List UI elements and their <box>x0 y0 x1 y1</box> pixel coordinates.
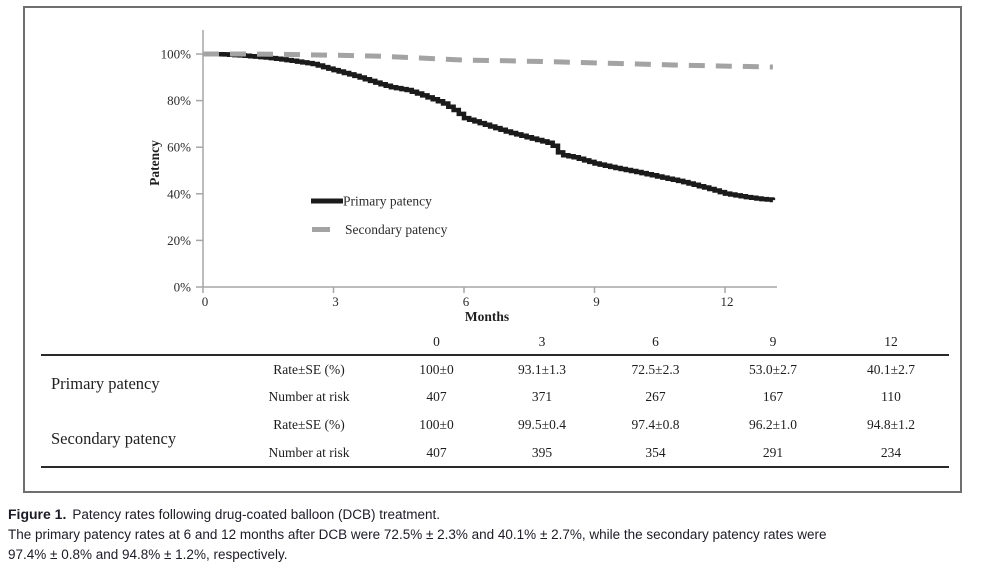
chart-series <box>203 51 776 203</box>
table-cell: 40.1±2.7 <box>867 361 915 377</box>
header-spacer <box>41 329 231 356</box>
patency-table: 0 3 6 9 12 Primary patency Rate±SE (%) 1… <box>41 329 949 468</box>
primary-patency-curve <box>203 51 776 203</box>
caption-body-line-2: 97.4% ± 0.8% and 94.8% ± 1.2%, respectiv… <box>8 547 288 562</box>
table-cell: 167 <box>762 389 784 404</box>
row-label: Number at risk <box>268 389 350 404</box>
group-label-secondary-patency: Secondary patency <box>51 428 177 448</box>
header-spacer <box>231 329 387 356</box>
group-label-primary-patency: Primary patency <box>51 373 160 393</box>
x-axis-ticks: 0 3 6 9 12 <box>202 287 734 309</box>
table-cell: 93.1±1.3 <box>518 361 566 377</box>
figure-caption: Figure 1. Patency rates following drug-co… <box>8 504 1000 565</box>
table-cell: 97.4±0.8 <box>631 417 680 432</box>
x-tick-label: 9 <box>593 294 600 309</box>
x-tick-label: 0 <box>202 294 209 309</box>
y-tick-label: 100% <box>161 47 192 62</box>
y-tick-label: 20% <box>167 233 191 248</box>
legend-secondary-label: Secondary patency <box>345 222 448 237</box>
table-cell: 354 <box>645 444 666 460</box>
x-tick-label: 6 <box>463 294 470 309</box>
table-cell: 234 <box>880 444 902 460</box>
y-axis-title: Patency <box>147 140 162 186</box>
x-axis-title: Months <box>465 309 509 324</box>
table-cell: 100±0 <box>419 417 454 432</box>
table-cell: 100±0 <box>419 361 454 377</box>
row-label: Rate±SE (%) <box>273 361 345 377</box>
column-header-month-9: 9 <box>713 329 833 356</box>
table-cell: 395 <box>531 444 553 460</box>
patency-chart: 0% 20% 40% 60% 80% 100% 0 3 6 9 12 Months Patency… <box>147 30 777 324</box>
column-header-month-12: 12 <box>833 329 949 356</box>
y-tick-label: 80% <box>167 93 191 108</box>
column-header-month-3: 3 <box>486 329 598 356</box>
caption-body-line-1: The primary patency rates at 6 and 12 mo… <box>8 527 827 542</box>
row-label: Number at risk <box>268 444 350 460</box>
y-tick-label: 60% <box>167 140 191 155</box>
caption-title-line: Figure 1. Patency rates following drug-co… <box>8 504 1000 525</box>
caption-title-text: Patency rates following drug-coated ball… <box>72 507 441 522</box>
column-header-month-6: 6 <box>598 329 713 356</box>
x-tick-label: 3 <box>332 294 339 309</box>
table-cell: 407 <box>426 444 447 460</box>
legend-primary-label: Primary patency <box>343 194 432 209</box>
table-cell: 94.8±1.2 <box>867 417 915 432</box>
table-cell: 407 <box>426 389 447 404</box>
table-row: Number at risk 407 395 354 291 234 <box>41 439 949 467</box>
table-cell: 291 <box>762 444 784 460</box>
y-axis-ticks: 0% 20% 40% 60% 80% 100% <box>161 47 203 295</box>
table-row: Number at risk 407 371 267 167 110 <box>41 383 949 411</box>
figure-panel: 0% 20% 40% 60% 80% 100% 0 3 6 9 12 Months Patency… <box>23 6 962 493</box>
table-cell: 110 <box>881 389 901 404</box>
figure-number-label: Figure 1. <box>8 506 67 522</box>
y-tick-label: 0% <box>174 280 192 295</box>
y-tick-label: 40% <box>167 186 191 201</box>
column-header-month-0: 0 <box>387 329 486 356</box>
table-cell: 267 <box>645 389 666 404</box>
table-row: Secondary patency Rate±SE (%) 100±0 99.5… <box>41 411 949 448</box>
table-cell: 99.5±0.4 <box>518 417 566 432</box>
table-cell: 53.0±2.7 <box>749 361 797 377</box>
chart-legend: Primary patency Secondary patency <box>311 194 448 237</box>
table-cell: 96.2±1.0 <box>749 417 797 432</box>
row-label: Rate±SE (%) <box>273 417 345 432</box>
table-row: Primary patency Rate±SE (%) 100±0 93.1±1… <box>41 355 949 393</box>
table-cell: 72.5±2.3 <box>631 361 680 377</box>
table-cell: 371 <box>531 389 553 404</box>
secondary-patency-curve <box>203 51 773 70</box>
x-tick-label: 12 <box>721 294 734 309</box>
table-header-row: 0 3 6 9 12 <box>41 329 949 356</box>
